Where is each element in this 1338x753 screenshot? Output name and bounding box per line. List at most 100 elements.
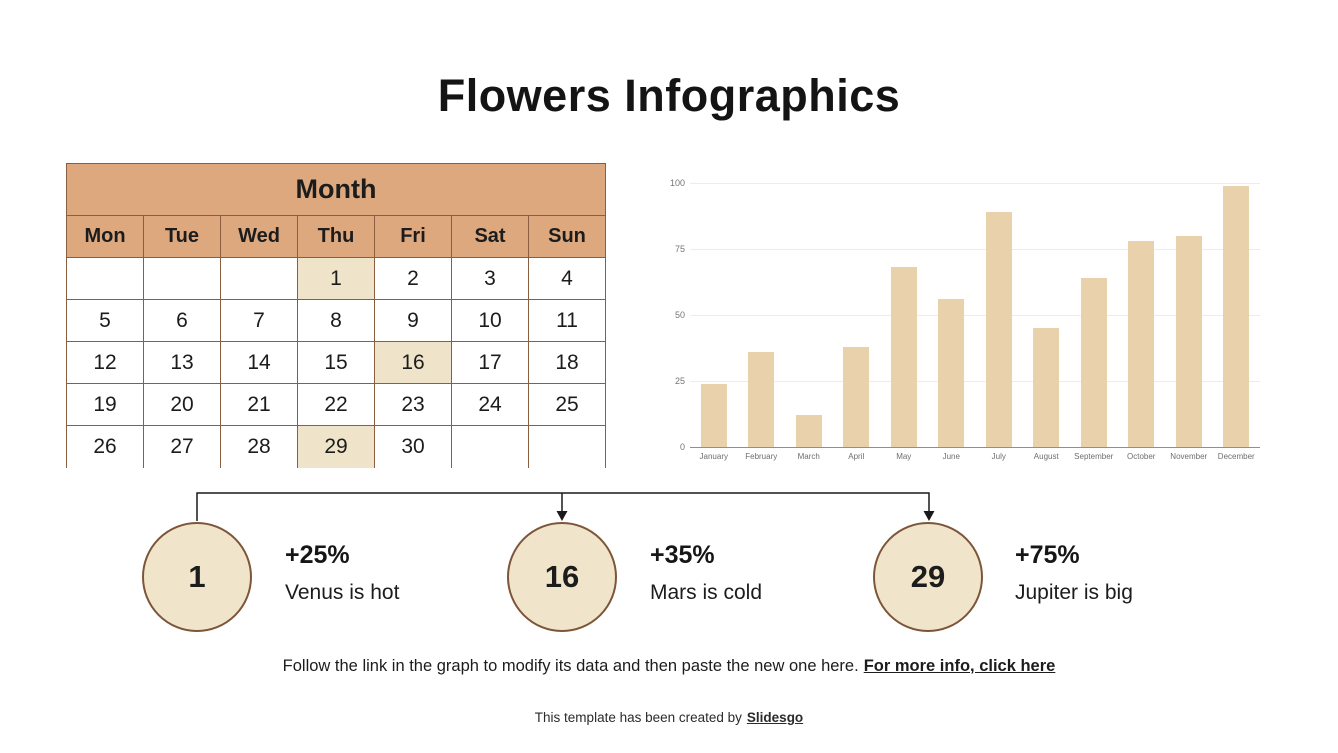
calendar-day-cell: 15 <box>297 341 375 384</box>
calendar-week-row: 26 27 28 29 30 <box>66 425 606 468</box>
calendar-day-cell: 10 <box>451 299 529 342</box>
calendar-weekday-row: Mon Tue Wed Thu Fri Sat Sun <box>66 215 606 258</box>
x-axis-month-label: April <box>848 452 865 461</box>
calendar-day-cell: 20 <box>143 383 221 426</box>
calendar-empty-cell <box>66 257 144 300</box>
calendar-week-row: 12 13 14 15 16 17 18 <box>66 341 606 384</box>
y-axis-tick-label: 50 <box>674 310 685 320</box>
calendar-day-cell: 21 <box>220 383 298 426</box>
calendar-day-cell: 5 <box>66 299 144 342</box>
calendar-day-cell: 12 <box>66 341 144 384</box>
chart-bar-october <box>1128 241 1155 447</box>
calendar-table: Month Mon Tue Wed Thu Fri Sat Sun 1 2 <box>66 163 606 468</box>
calendar-day-cell: 25 <box>528 383 606 426</box>
calendar-highlighted-day-1: 1 <box>297 257 375 300</box>
calendar-month-header: Month <box>66 163 606 216</box>
x-axis-month-label: June <box>942 452 960 461</box>
footer-note: Follow the link in the graph to modify i… <box>0 657 1338 676</box>
weekday-header-sun: Sun <box>528 215 606 258</box>
credits: This template has been created by Slidesg… <box>0 710 1338 725</box>
credits-text: This template has been created by <box>534 710 742 725</box>
milestone-day-circle-16: 16 <box>507 522 617 632</box>
calendar-empty-cell <box>220 257 298 300</box>
calendar-day-cell: 4 <box>528 257 606 300</box>
weekday-header-wed: Wed <box>220 215 298 258</box>
arrow-down-icon <box>556 511 568 521</box>
calendar-day-cell: 22 <box>297 383 375 426</box>
weekday-header-fri: Fri <box>374 215 452 258</box>
calendar-highlighted-day-16: 16 <box>374 341 452 384</box>
calendar-day-cell: 24 <box>451 383 529 426</box>
weekday-header-mon: Mon <box>66 215 144 258</box>
y-axis-tick-label: 25 <box>674 376 685 386</box>
calendar-highlighted-day-29: 29 <box>297 425 375 468</box>
x-axis-month-label: November <box>1170 452 1208 461</box>
x-axis-month-label: August <box>1033 452 1059 461</box>
chart-gridline <box>690 183 1260 184</box>
calendar-day-cell: 30 <box>374 425 452 468</box>
calendar-day-cell: 8 <box>297 299 375 342</box>
calendar-empty-cell <box>528 425 606 468</box>
calendar-day-cell: 28 <box>220 425 298 468</box>
chart-bar-july <box>985 212 1012 447</box>
slidesgo-link[interactable]: Slidesgo <box>746 710 804 725</box>
x-axis-month-label: September <box>1074 452 1114 461</box>
calendar-day-cell: 26 <box>66 425 144 468</box>
arrow-down-icon <box>923 511 935 521</box>
calendar-day-cell: 6 <box>143 299 221 342</box>
calendar-day-cell: 17 <box>451 341 529 384</box>
calendar-week-row: 1 2 3 4 <box>66 257 606 300</box>
page-title: Flowers Infographics <box>437 70 901 121</box>
weekday-header-sat: Sat <box>451 215 529 258</box>
y-axis-tick-label: 75 <box>674 244 685 254</box>
chart-gridline <box>690 249 1260 250</box>
calendar-empty-cell <box>143 257 221 300</box>
calendar-day-cell: 11 <box>528 299 606 342</box>
bar-chart: 0 25 50 75 100 January February March April May Ju… <box>660 175 1310 475</box>
chart-gridline <box>690 315 1260 316</box>
calendar-day-cell: 14 <box>220 341 298 384</box>
calendar-empty-cell <box>451 425 529 468</box>
y-axis-tick-label: 0 <box>679 442 685 452</box>
chart-bar-december <box>1223 185 1250 447</box>
chart-bar-march <box>795 415 822 447</box>
weekday-header-tue: Tue <box>143 215 221 258</box>
more-info-link[interactable]: For more info, click here <box>863 657 1056 675</box>
chart-bar-november <box>1175 235 1202 447</box>
chart-gridline <box>690 381 1260 382</box>
milestone-text-3: +75% Jupiter is big <box>1015 541 1275 605</box>
weekday-header-thu: Thu <box>297 215 375 258</box>
x-axis-month-label: May <box>896 452 912 461</box>
calendar-week-row: 19 20 21 22 23 24 25 <box>66 383 606 426</box>
milestone-label: Jupiter is big <box>1015 581 1133 604</box>
x-axis-month-label: December <box>1217 452 1255 461</box>
calendar-day-cell: 2 <box>374 257 452 300</box>
milestone-percent: +35% <box>650 541 715 569</box>
milestone-percent: +75% <box>1015 541 1080 569</box>
milestone-day-circle-29: 29 <box>873 522 983 632</box>
chart-bar-april <box>843 346 870 447</box>
footer-note-text: Follow the link in the graph to modify i… <box>282 657 859 675</box>
milestone-text-2: +35% Mars is cold <box>650 541 910 605</box>
calendar-day-cell: 13 <box>143 341 221 384</box>
chart-bar-february <box>748 351 775 447</box>
x-axis-month-label: January <box>699 452 728 461</box>
calendar-day-cell: 9 <box>374 299 452 342</box>
milestone-percent: +25% <box>285 541 350 569</box>
milestone-label: Venus is hot <box>285 581 400 604</box>
x-axis-month-label: July <box>991 452 1006 461</box>
chart-bar-may <box>890 267 917 447</box>
chart-gridline <box>690 447 1260 448</box>
calendar-day-cell: 18 <box>528 341 606 384</box>
calendar-day-cell: 23 <box>374 383 452 426</box>
calendar-day-cell: 27 <box>143 425 221 468</box>
x-axis-month-label: October <box>1127 452 1156 461</box>
milestone-label: Mars is cold <box>650 581 763 604</box>
chart-bar-january <box>700 383 727 447</box>
x-axis-month-label: March <box>797 452 820 461</box>
calendar-month-row: Month <box>66 163 606 216</box>
calendar: Month Mon Tue Wed Thu Fri Sat Sun 1 2 <box>66 163 606 468</box>
calendar-week-row: 5 6 7 8 9 10 11 <box>66 299 606 342</box>
chart-bar-september <box>1080 278 1107 447</box>
